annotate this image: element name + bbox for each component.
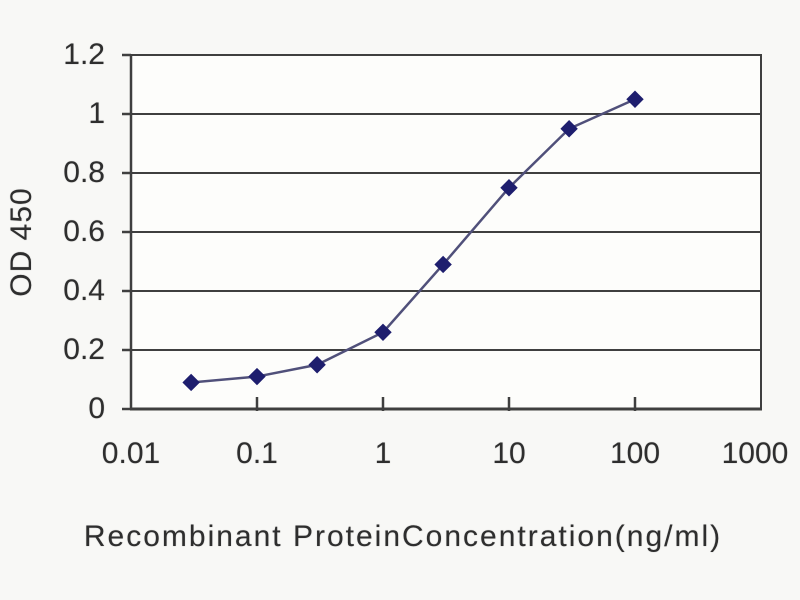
- data-point-100ngml: [626, 90, 644, 108]
- data-point-3ngml: [434, 255, 452, 274]
- y-axis-title: OD 450: [5, 187, 38, 297]
- data-point-0.1ngml: [248, 367, 266, 386]
- data-point-10ngml: [500, 179, 518, 197]
- y-tick-label-0: 0: [88, 392, 105, 425]
- x-tick-label-0.1: 0.1: [236, 437, 278, 470]
- data-point-0.3ngml: [308, 356, 326, 374]
- data-series-od450: [182, 90, 644, 392]
- y-tick-label-1: 1: [88, 97, 105, 130]
- y-tick-label-0.6: 0.6: [63, 215, 105, 248]
- y-tick-label-1.2: 1.2: [63, 38, 105, 71]
- data-point-0.03ngml: [182, 373, 200, 392]
- axis-ticks: [122, 53, 637, 411]
- x-tick-label-100: 100: [609, 437, 661, 470]
- x-tick-label-1: 1: [374, 437, 392, 470]
- data-point-30ngml: [560, 120, 578, 138]
- y-tick-label-0.8: 0.8: [63, 156, 105, 189]
- x-axis-title: Recombinant ProteinConcentration(ng/ml): [83, 520, 723, 553]
- data-point-1ngml: [374, 323, 392, 342]
- x-tick-label-1000: 1000: [721, 437, 789, 470]
- y-tick-label-0.2: 0.2: [63, 333, 105, 366]
- x-tick-label-10: 10: [492, 437, 526, 470]
- x-tick-label-0.01: 0.01: [101, 437, 161, 470]
- series-line: [191, 98, 636, 384]
- y-tick-label-0.4: 0.4: [63, 274, 105, 307]
